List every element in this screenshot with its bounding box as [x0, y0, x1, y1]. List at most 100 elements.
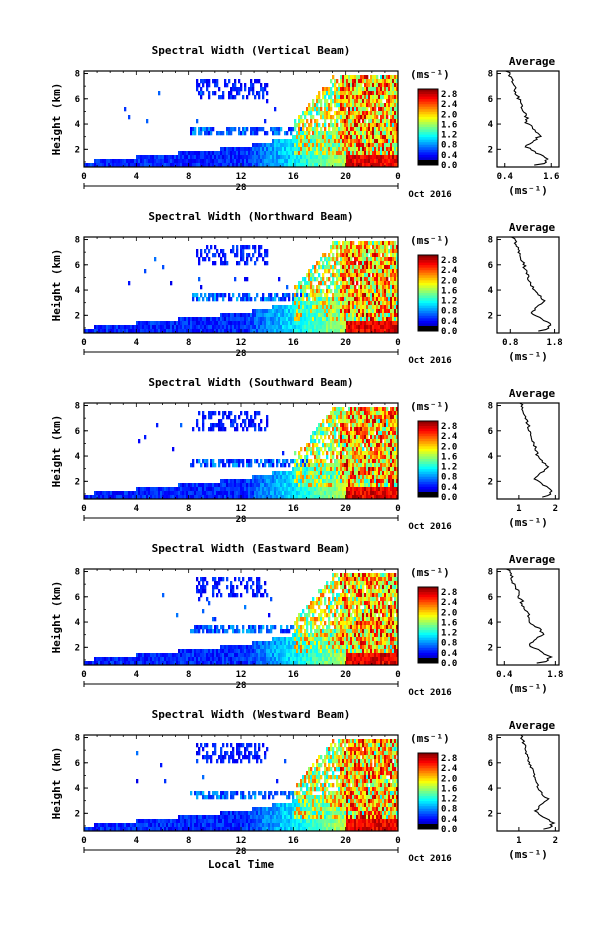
heatmap-cell: [394, 479, 397, 484]
heatmap-cell: [394, 87, 397, 92]
heatmap-cell: [330, 123, 333, 128]
heatmap-cell: [372, 411, 375, 416]
heatmap-cell: [388, 285, 391, 290]
heatmap-cell: [372, 155, 375, 160]
heatmap-cell: [340, 273, 343, 278]
heatmap-cell: [346, 261, 349, 266]
heatmap-cell: [202, 459, 205, 464]
heatmap-cell: [346, 281, 349, 286]
heatmap-cell: [296, 289, 299, 294]
heatmap-cell: [374, 261, 377, 266]
heatmap-cell: [362, 463, 365, 468]
heatmap-cell: [360, 249, 363, 254]
heatmap-cell: [182, 321, 185, 326]
heatmap-cell: [106, 159, 109, 164]
heatmap-cell: [192, 317, 195, 322]
heatmap-cell: [322, 495, 325, 500]
heatmap-cell: [392, 99, 395, 104]
heatmap-cell: [396, 411, 399, 416]
heatmap-cell: [248, 419, 251, 424]
heatmap-cell: [382, 75, 385, 80]
heatmap-cell: [374, 123, 377, 128]
heatmap-cell: [98, 491, 101, 496]
heatmap-cell: [308, 127, 311, 132]
heatmap-cell: [366, 431, 369, 436]
heatmap-cell: [362, 483, 365, 488]
heatmap-cell: [322, 159, 325, 164]
heatmap-cell: [346, 479, 349, 484]
heatmap-cell: [376, 293, 379, 298]
heatmap-cell: [300, 313, 303, 318]
colorbar-swatch: [418, 295, 438, 299]
heatmap-cell: [208, 329, 211, 334]
heatmap-cell: [384, 289, 387, 294]
heatmap-cell: [350, 91, 353, 96]
heatmap-cell: [356, 111, 359, 116]
heatmap-cell: [234, 163, 237, 168]
heatmap-cell: [394, 115, 397, 120]
heatmap-cell: [268, 495, 271, 500]
heatmap-cell: [332, 163, 335, 168]
heatmap-cell: [370, 317, 373, 322]
heatmap-cell: [252, 159, 255, 164]
heatmap-cell: [374, 289, 377, 294]
heatmap-cell: [338, 313, 341, 318]
heatmap-cell: [320, 111, 323, 116]
heatmap-cell: [336, 155, 339, 160]
heatmap-cell: [262, 155, 265, 160]
heatmap-cell: [282, 451, 285, 456]
heatmap-cell: [344, 467, 347, 472]
heatmap-cell: [364, 249, 367, 254]
heatmap-cell: [370, 143, 373, 148]
heatmap-cell: [172, 155, 175, 160]
heatmap-cell: [354, 147, 357, 152]
heatmap-cell: [326, 103, 329, 108]
heatmap-cell: [324, 269, 327, 274]
heatmap-cell: [380, 115, 383, 120]
heatmap-cell: [372, 329, 375, 334]
heatmap-cell: [338, 107, 341, 112]
heatmap-cell: [366, 411, 369, 416]
heatmap-cell: [272, 309, 275, 314]
heatmap-cell: [212, 79, 215, 84]
heatmap-cell: [388, 163, 391, 168]
colorbar-swatch: [418, 152, 438, 156]
heatmap-cell: [362, 313, 365, 318]
heatmap-cell: [312, 277, 315, 282]
heatmap-cell: [148, 487, 151, 492]
heatmap-cell: [156, 423, 159, 428]
heatmap-cell: [350, 147, 353, 152]
heatmap-cell: [116, 159, 119, 164]
heatmap-cell: [162, 155, 165, 160]
heatmap-cell: [394, 91, 397, 96]
heatmap-cell: [384, 103, 387, 108]
heatmap-cell: [364, 293, 367, 298]
heatmap-cell: [122, 159, 125, 164]
heatmap-cell: [370, 269, 373, 274]
heatmap-cell: [288, 155, 291, 160]
heatmap-cell: [342, 325, 345, 330]
heatmap-cell: [240, 83, 243, 88]
heatmap-cell: [210, 325, 213, 330]
heatmap-cell: [348, 241, 351, 246]
heatmap-cell: [312, 479, 315, 484]
heatmap-cell: [368, 297, 371, 302]
heatmap-cell: [336, 123, 339, 128]
heatmap-cell: [350, 127, 353, 132]
heatmap-cell: [280, 159, 283, 164]
avg-x-tick-label: 1.6: [543, 172, 559, 182]
heatmap-cell: [166, 163, 169, 168]
heatmap-cell: [338, 115, 341, 120]
heatmap-cell: [350, 95, 353, 100]
heatmap-cell: [310, 289, 313, 294]
heatmap-cell: [218, 317, 221, 322]
heatmap-cell: [168, 487, 171, 492]
heatmap-cell: [396, 459, 399, 464]
heatmap-cell: [322, 297, 325, 302]
heatmap-cell: [348, 451, 351, 456]
heatmap-cell: [394, 111, 397, 116]
heatmap-cell: [382, 163, 385, 168]
heatmap-cell: [354, 451, 357, 456]
heatmap-cell: [362, 163, 365, 168]
heatmap-cell: [282, 479, 285, 484]
